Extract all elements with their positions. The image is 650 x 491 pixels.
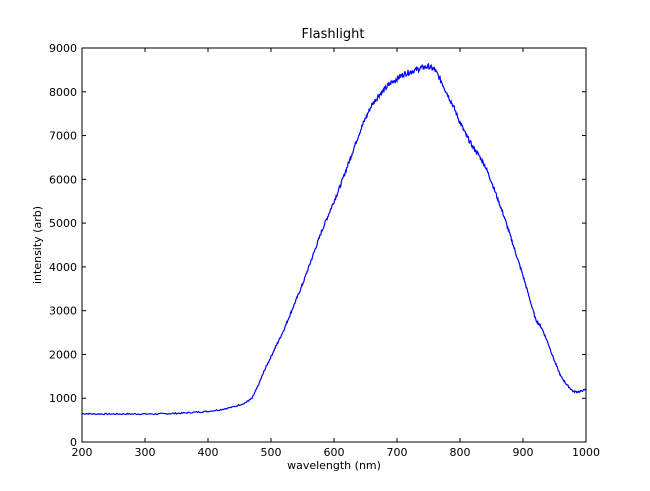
y-tick-label: 5000 <box>49 217 77 230</box>
y-tick-label: 8000 <box>49 86 77 99</box>
x-tick-label: 600 <box>324 446 345 459</box>
chart-title: Flashlight <box>302 27 365 42</box>
x-tick-label: 800 <box>450 446 471 459</box>
plot-frame <box>81 47 587 443</box>
x-tick-label: 1000 <box>572 446 600 459</box>
y-tick-label: 0 <box>70 436 77 449</box>
x-tick-label: 900 <box>513 446 534 459</box>
x-axis-label: wavelength (nm) <box>287 459 381 472</box>
y-axis-label: intensity (arb) <box>31 206 44 284</box>
x-tick-label: 700 <box>387 446 408 459</box>
x-tick-label: 200 <box>72 446 93 459</box>
y-tick-label: 7000 <box>49 130 77 143</box>
x-tick-label: 400 <box>198 446 219 459</box>
y-tick-label: 3000 <box>49 305 77 318</box>
series-line <box>81 62 587 416</box>
y-tick-label: 4000 <box>49 261 77 274</box>
x-tick-label: 300 <box>135 446 156 459</box>
tick-group: 200 300 400 500 600 700 800 900 1000 0 1000 2000 300… <box>49 42 600 459</box>
y-tick-label: 2000 <box>49 348 77 361</box>
x-tick-label: 500 <box>261 446 282 459</box>
y-tick-label: 9000 <box>49 42 77 55</box>
y-tick-label: 6000 <box>49 173 77 186</box>
plot-area <box>82 48 586 442</box>
y-tick-label: 1000 <box>49 392 77 405</box>
